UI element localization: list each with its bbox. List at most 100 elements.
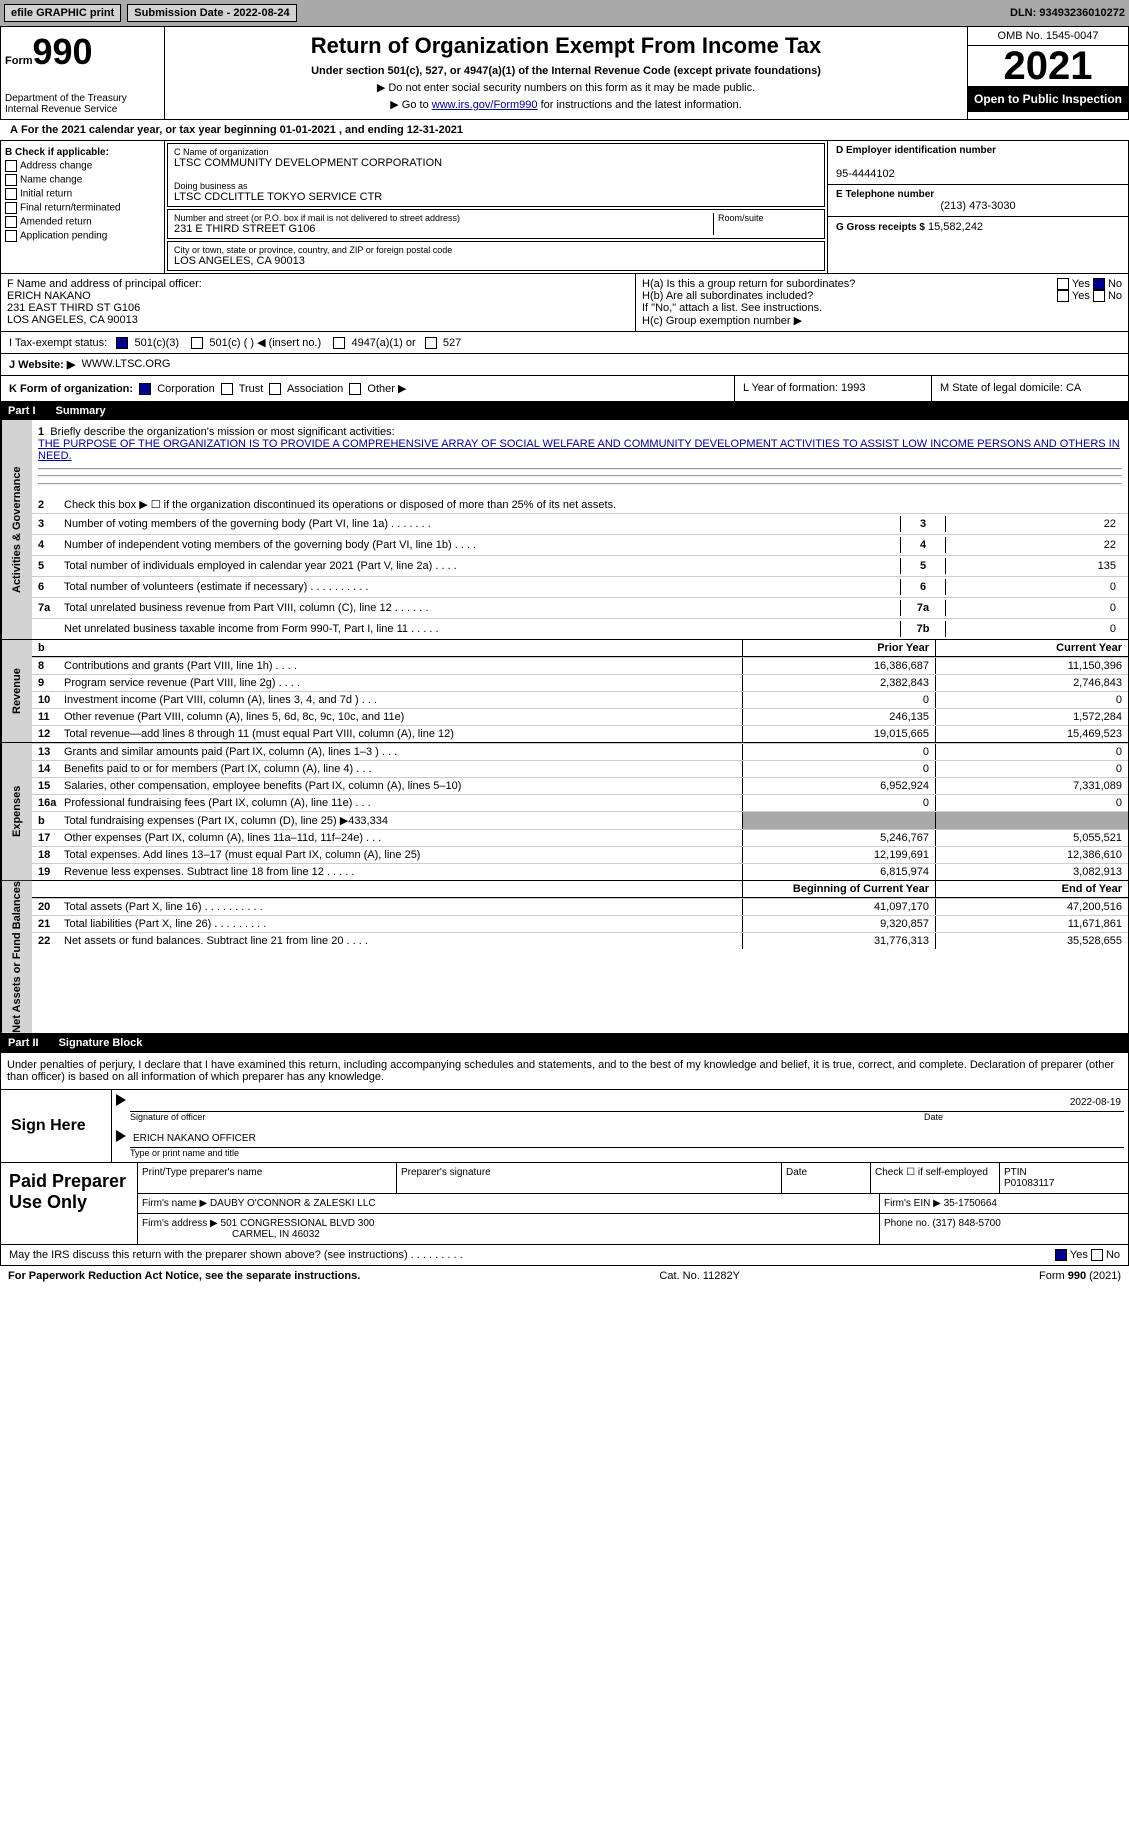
begin-year-val: 41,097,170 xyxy=(742,899,935,915)
prior-year-val: 16,386,687 xyxy=(742,658,935,674)
hc-label: H(c) Group exemption number ▶ xyxy=(642,314,1122,327)
line-val: 0 xyxy=(946,581,1122,593)
preparer-name-label: Print/Type preparer's name xyxy=(142,1167,262,1178)
sidebar-expenses: Expenses xyxy=(1,743,32,880)
prior-year-val: 6,952,924 xyxy=(742,778,935,794)
end-year-val: 47,200,516 xyxy=(935,899,1128,915)
check-address-change[interactable]: Address change xyxy=(5,160,160,172)
officer-addr2: LOS ANGELES, CA 90013 xyxy=(7,314,629,326)
tax-year: 2021 xyxy=(968,46,1128,86)
year-formation: L Year of formation: 1993 xyxy=(735,376,932,401)
mission-text: THE PURPOSE OF THE ORGANIZATION IS TO PR… xyxy=(38,438,1120,462)
website-row: J Website: ▶ WWW.LTSC.ORG xyxy=(0,354,1129,376)
prior-year-val: 0 xyxy=(742,744,935,760)
check-corporation[interactable] xyxy=(139,383,151,395)
ptin-value: P01083117 xyxy=(1004,1178,1054,1189)
current-year-val: 3,082,913 xyxy=(935,864,1128,880)
current-year-val: 2,746,843 xyxy=(935,675,1128,691)
current-year-val: 7,331,089 xyxy=(935,778,1128,794)
check-self-employed[interactable]: Check ☐ if self-employed xyxy=(875,1167,988,1178)
current-year-val: 12,386,610 xyxy=(935,847,1128,863)
discuss-no[interactable] xyxy=(1091,1249,1103,1261)
department-label: Department of the TreasuryInternal Reven… xyxy=(5,93,160,115)
current-year-header: Current Year xyxy=(935,640,1128,656)
check-501c[interactable] xyxy=(191,337,203,349)
submission-button[interactable]: Submission Date - 2022-08-24 xyxy=(127,4,296,22)
line2-desc: Check this box ▶ ☐ if the organization d… xyxy=(64,498,1122,511)
discuss-question: May the IRS discuss this return with the… xyxy=(9,1249,463,1261)
sign-here-label: Sign Here xyxy=(1,1090,112,1162)
current-year-val xyxy=(935,812,1128,829)
check-trust[interactable] xyxy=(221,383,233,395)
tax-year-line: A For the 2021 calendar year, or tax yea… xyxy=(0,120,1129,141)
current-year-val: 0 xyxy=(935,795,1128,811)
check-final-return[interactable]: Final return/terminated xyxy=(5,202,160,214)
page-footer: For Paperwork Reduction Act Notice, see … xyxy=(0,1266,1129,1286)
prior-year-val: 246,135 xyxy=(742,709,935,725)
inspection-label: Open to Public Inspection xyxy=(968,86,1128,112)
prior-year-val: 6,815,974 xyxy=(742,864,935,880)
prior-year-val: 0 xyxy=(742,761,935,777)
check-name-change[interactable]: Name change xyxy=(5,174,160,186)
irs-link[interactable]: www.irs.gov/Form990 xyxy=(432,99,538,111)
address-label: Number and street (or P.O. box if mail i… xyxy=(174,213,713,223)
check-other[interactable] xyxy=(349,383,361,395)
line-box: 4 xyxy=(900,537,946,553)
form-subtitle: Under section 501(c), 527, or 4947(a)(1)… xyxy=(171,65,961,77)
gross-value: 15,582,242 xyxy=(928,221,983,233)
room-label: Room/suite xyxy=(718,213,818,223)
current-year-val: 15,469,523 xyxy=(935,726,1128,742)
hb-label: H(b) Are all subordinates included? xyxy=(642,290,813,302)
paid-preparer-label: Paid Preparer Use Only xyxy=(1,1163,138,1244)
firm-ein: 35-1750664 xyxy=(944,1198,997,1209)
officer-printed-name: ERICH NAKANO OFFICER xyxy=(130,1130,1124,1148)
officer-row: F Name and address of principal officer:… xyxy=(0,274,1129,332)
firm-name-label: Firm's name ▶ xyxy=(142,1198,207,1209)
officer-label: F Name and address of principal officer: xyxy=(7,278,629,290)
line-desc: Number of voting members of the governin… xyxy=(64,518,900,530)
begin-year-val: 31,776,313 xyxy=(742,933,935,949)
current-year-val: 0 xyxy=(935,761,1128,777)
org-name: LTSC COMMUNITY DEVELOPMENT CORPORATION xyxy=(174,157,818,169)
form-number: Form990 xyxy=(5,31,160,73)
check-initial-return[interactable]: Initial return xyxy=(5,188,160,200)
line-desc: Total unrelated business revenue from Pa… xyxy=(64,602,900,614)
end-year-val: 11,671,861 xyxy=(935,916,1128,932)
hb-note: If "No," attach a list. See instructions… xyxy=(642,302,1122,314)
line-val: 22 xyxy=(946,539,1122,551)
ein-label: D Employer identification number xyxy=(836,145,1120,156)
prior-year-val: 12,199,691 xyxy=(742,847,935,863)
check-527[interactable] xyxy=(425,337,437,349)
line-val: 135 xyxy=(946,560,1122,572)
officer-name: ERICH NAKANO xyxy=(7,290,629,302)
sidebar-netassets: Net Assets or Fund Balances xyxy=(1,881,32,1033)
check-application-pending[interactable]: Application pending xyxy=(5,230,160,242)
arrow-icon xyxy=(116,1130,126,1142)
org-name-label: C Name of organization xyxy=(174,147,818,157)
begin-year-val: 9,320,857 xyxy=(742,916,935,932)
check-amended-return[interactable]: Amended return xyxy=(5,216,160,228)
line-box: 7b xyxy=(900,621,946,637)
efile-button[interactable]: efile GRAPHIC print xyxy=(4,4,121,22)
discuss-yes[interactable] xyxy=(1055,1249,1067,1261)
check-4947[interactable] xyxy=(333,337,345,349)
line-box: 5 xyxy=(900,558,946,574)
prior-year-val: 0 xyxy=(742,692,935,708)
current-year-val: 1,572,284 xyxy=(935,709,1128,725)
firm-phone: (317) 848-5700 xyxy=(932,1218,1000,1229)
sig-date: 2022-08-19 xyxy=(1070,1097,1121,1108)
part1-header: Part ISummary xyxy=(0,402,1129,420)
toolbar: efile GRAPHIC print Submission Date - 20… xyxy=(0,0,1129,26)
sig-officer-label: Signature of officer xyxy=(130,1112,924,1122)
prior-year-val: 5,246,767 xyxy=(742,830,935,846)
prior-year-val xyxy=(742,812,935,829)
current-year-val: 0 xyxy=(935,744,1128,760)
prior-year-val: 0 xyxy=(742,795,935,811)
firm-ein-label: Firm's EIN ▶ xyxy=(884,1198,941,1209)
check-association[interactable] xyxy=(269,383,281,395)
dba-value: LTSC CDCLITTLE TOKYO SERVICE CTR xyxy=(174,191,818,203)
line-desc: Total number of volunteers (estimate if … xyxy=(64,581,900,593)
type-name-label: Type or print name and title xyxy=(130,1148,1124,1158)
dba-label: Doing business as xyxy=(174,181,818,191)
check-501c3[interactable] xyxy=(116,337,128,349)
